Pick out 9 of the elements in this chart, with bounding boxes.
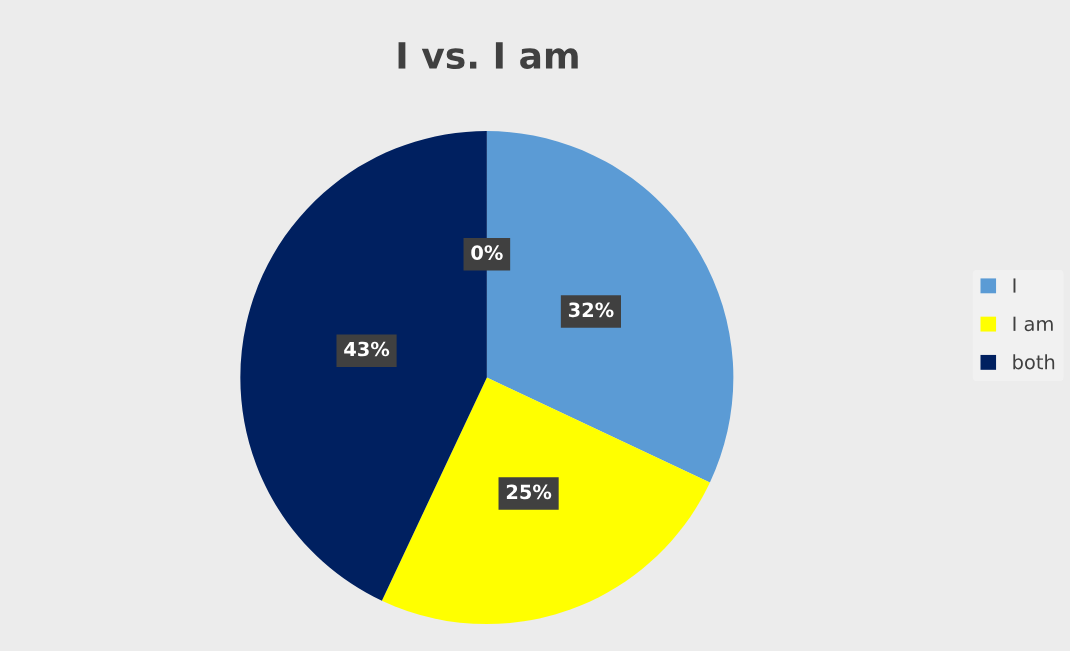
legend-label: I [1013, 278, 1016, 293]
data-label: 43% [344, 341, 390, 357]
data-label: 25% [506, 484, 552, 500]
pie-slice [381, 377, 710, 625]
chart-title: I vs. I am [398, 42, 578, 70]
text: 0% [471, 245, 503, 260]
legend-label: both [1013, 354, 1055, 370]
data-label: 32% [568, 302, 614, 318]
legend-label: I am [1013, 316, 1053, 332]
